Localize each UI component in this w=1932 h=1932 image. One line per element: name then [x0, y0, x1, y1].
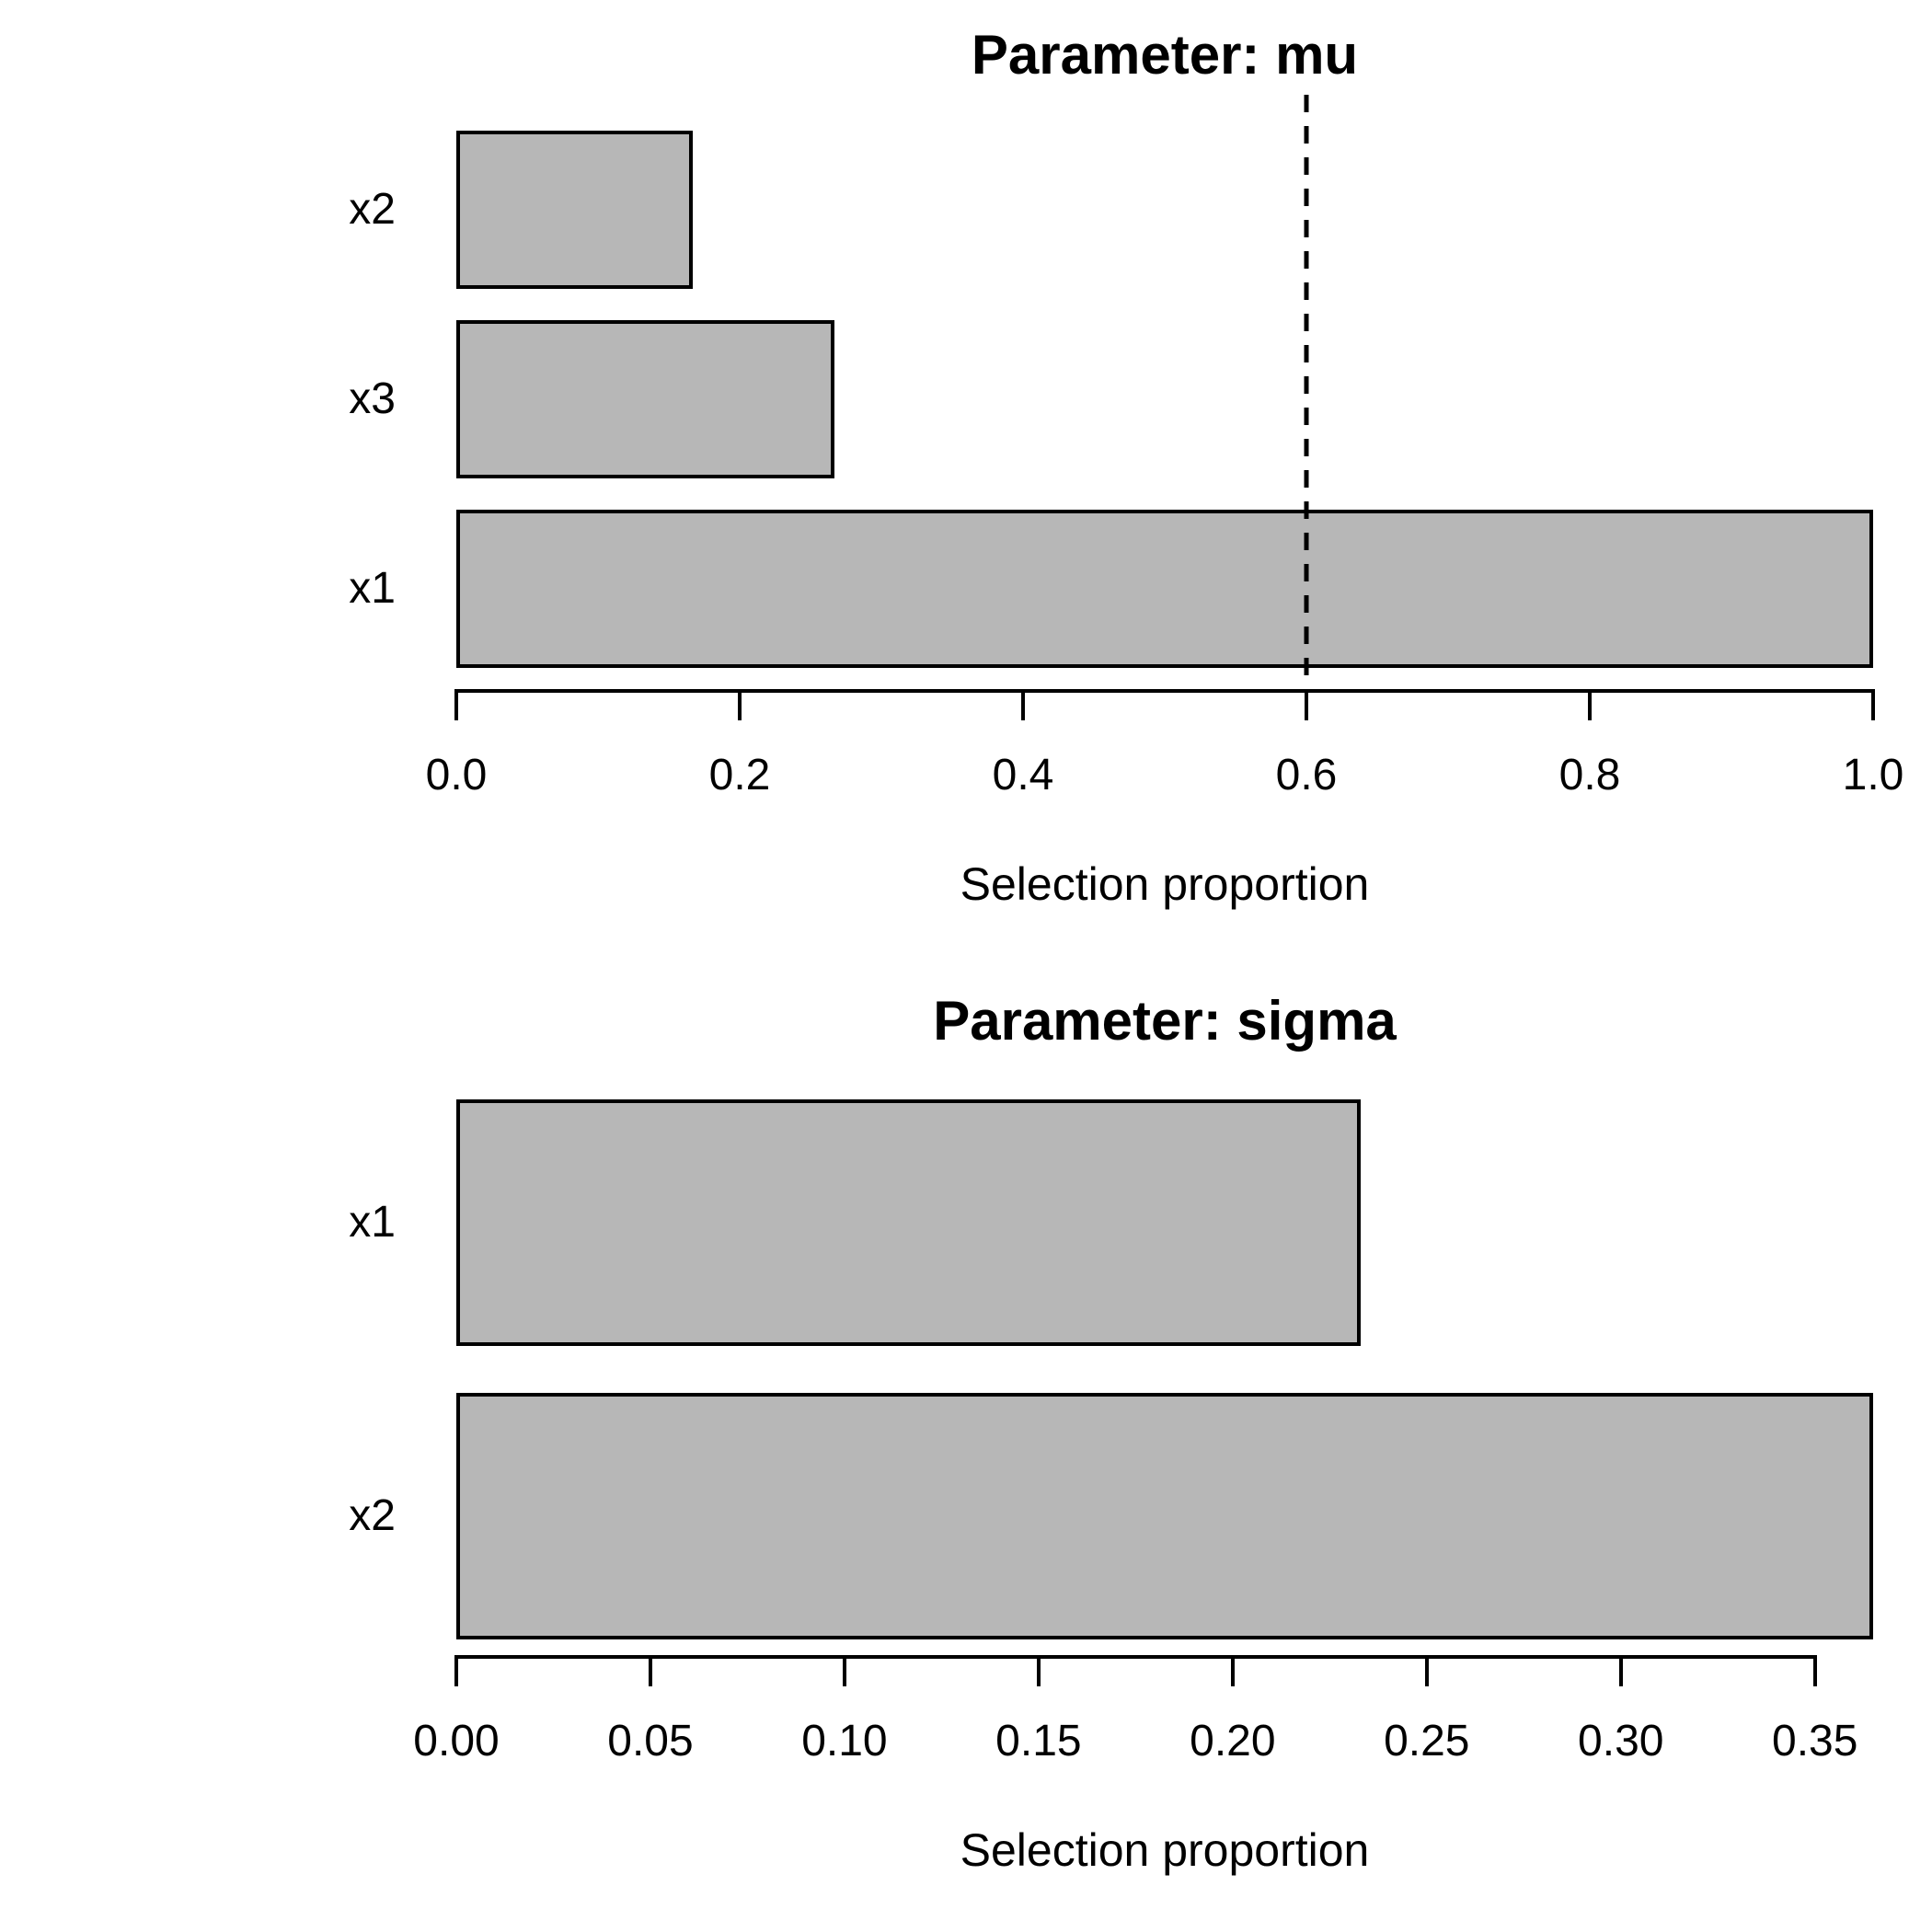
chart-title-mu: Parameter: mu [971, 24, 1359, 86]
category-label-x1: x1 [349, 564, 396, 613]
plot-area-sigma: 0.00 0.05 0.10 0.15 0.20 0.25 0.30 0.35 x1 x2 [349, 1061, 1873, 1764]
x-axis-tick-label: 0.6 [1275, 751, 1338, 799]
chart-panel-sigma: Parameter: sigma 0.00 0.05 0.10 0.15 0.20 0.2… [0, 966, 1932, 1932]
category-label-x2: x2 [349, 1491, 396, 1540]
plot-area-mu: 0.0 0.2 0.4 0.6 0.8 1.0 x2 x3 x1 [349, 95, 1903, 798]
chart-title-sigma: Parameter: sigma [933, 990, 1397, 1052]
x-axis-title-sigma: Selection proportion [960, 1824, 1370, 1876]
x-axis-tick-label: 0.35 [1771, 1717, 1858, 1765]
x-axis-tick-label: 0.00 [413, 1717, 500, 1765]
bar-x2 [456, 131, 694, 289]
x-axis-title-mu: Selection proportion [960, 858, 1370, 910]
x-axis-tick [1812, 1655, 1817, 1686]
x-axis-tick-label: 0.25 [1384, 1717, 1470, 1765]
category-label-x2: x2 [349, 185, 396, 234]
bar-x2 [456, 1393, 1873, 1639]
bar-x3 [456, 320, 835, 478]
chart-panel-mu: Parameter: mu 0.0 0.2 0.4 0.6 0.8 1.0 x2 x3 x1 S… [349, 24, 1903, 910]
x-axis-tick-label: 0.20 [1190, 1717, 1276, 1765]
x-axis-tick [648, 1655, 652, 1686]
x-axis-tick [1230, 1655, 1235, 1686]
x-axis-tick-label: 0.15 [995, 1717, 1082, 1765]
x-axis-tick-label: 0.30 [1578, 1717, 1664, 1765]
x-axis-tick-label: 1.0 [1842, 751, 1904, 799]
x-axis-tick-label: 0.05 [607, 1717, 694, 1765]
x-axis-tick-label: 0.8 [1558, 751, 1621, 799]
category-label-x3: x3 [349, 374, 396, 423]
bar-x1 [456, 510, 1873, 668]
x-axis-line [454, 1655, 1817, 1659]
x-axis-tick [454, 689, 458, 720]
x-axis-tick [1021, 689, 1025, 720]
x-axis-tick [1618, 1655, 1623, 1686]
x-axis-line [454, 689, 1875, 693]
x-axis-tick [1036, 1655, 1041, 1686]
x-axis-tick-label: 0.2 [708, 751, 771, 799]
category-label-x1: x1 [349, 1198, 396, 1247]
x-axis-tick [454, 1655, 458, 1686]
x-axis-tick-label: 0.0 [425, 751, 488, 799]
x-axis-tick [738, 689, 742, 720]
x-axis-tick [1588, 689, 1592, 720]
bar-x1 [456, 1099, 1362, 1346]
x-axis-tick-label: 0.10 [801, 1717, 888, 1765]
x-axis-tick-label: 0.4 [992, 751, 1054, 799]
x-axis-tick [1424, 1655, 1429, 1686]
x-axis-tick [842, 1655, 846, 1686]
x-axis-tick [1871, 689, 1875, 720]
cutoff-reference-line [1304, 95, 1309, 691]
x-axis-tick [1305, 689, 1308, 720]
